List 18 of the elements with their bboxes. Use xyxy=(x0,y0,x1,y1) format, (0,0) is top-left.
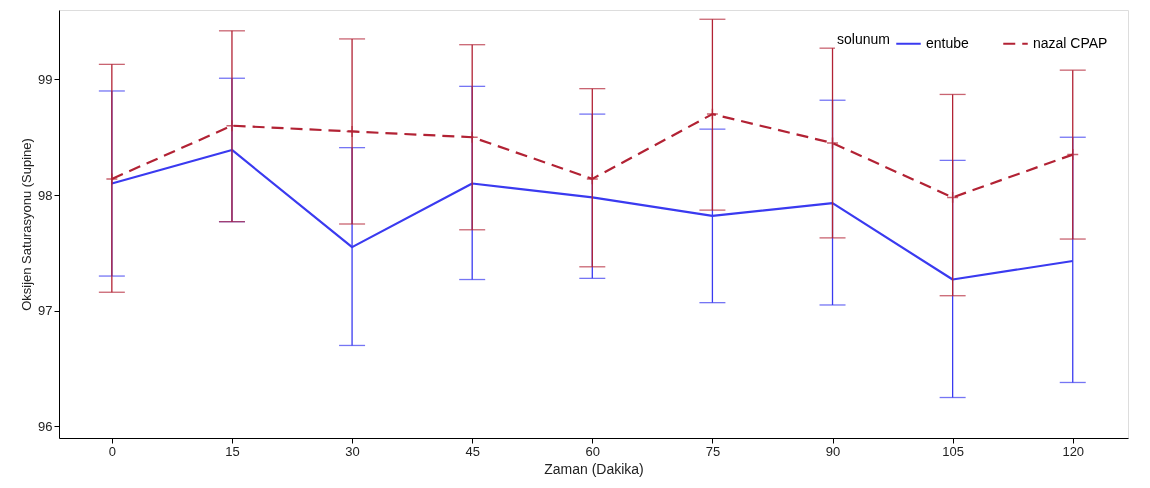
legend-label: entube xyxy=(926,34,970,51)
y-tick-label: 98 xyxy=(38,187,53,203)
y-tick-label: 99 xyxy=(38,71,53,87)
x-tick-label: 105 xyxy=(942,443,964,459)
legend-label: nazal CPAP xyxy=(1033,34,1108,51)
legend-title: solunum xyxy=(837,31,890,47)
x-tick-label: 0 xyxy=(108,443,116,459)
x-axis-title: Zaman (Dakika) xyxy=(544,460,644,477)
y-tick-label: 97 xyxy=(38,303,53,319)
x-tick-label: 15 xyxy=(225,443,240,459)
x-tick-label: 30 xyxy=(345,443,360,459)
y-tick-label: 96 xyxy=(38,418,53,434)
x-tick-label: 120 xyxy=(1062,443,1085,459)
x-tick-label: 45 xyxy=(465,443,480,459)
y-axis-title: Oksijen Saturasyonu (Supine) xyxy=(19,138,35,311)
x-tick-label: 75 xyxy=(705,443,721,459)
x-tick-label: 60 xyxy=(585,443,601,459)
x-tick-label: 90 xyxy=(825,443,841,459)
